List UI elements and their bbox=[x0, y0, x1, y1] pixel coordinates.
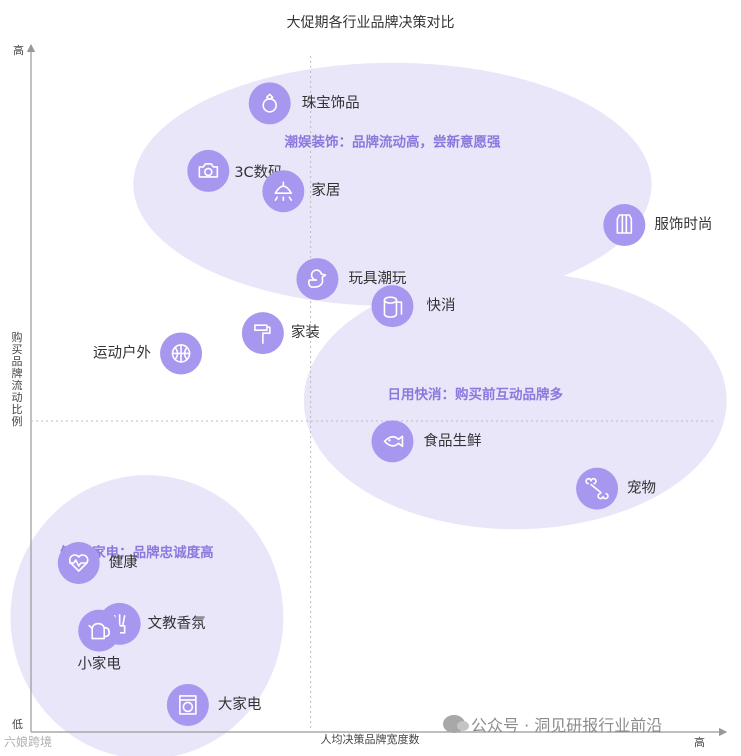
axes-layer bbox=[26, 43, 728, 737]
cluster-ellipse bbox=[303, 272, 727, 530]
duck-icon bbox=[307, 269, 327, 288]
point-marker bbox=[78, 609, 121, 652]
basketball-icon bbox=[171, 344, 191, 363]
point-label: 宠物 bbox=[627, 480, 656, 497]
point-label: 健康 bbox=[109, 554, 138, 571]
point-marker bbox=[371, 420, 414, 463]
data-point: 大家电 bbox=[166, 683, 261, 726]
data-point: 宠物 bbox=[576, 467, 656, 510]
data-point: 家居 bbox=[262, 170, 340, 213]
x-axis-high-label: 高 bbox=[694, 736, 705, 749]
point-marker bbox=[603, 204, 646, 246]
cluster-layer: 潮娱装饰：品牌流动高，尝新意愿强日用快消：购买前互动品牌多健康/家电：品牌忠诚度… bbox=[10, 62, 727, 756]
watermark: 公众号 · 洞见研报行业前沿 bbox=[443, 712, 662, 736]
cluster-ellipse bbox=[133, 62, 652, 307]
point-label: 服饰时尚 bbox=[654, 216, 712, 233]
point-marker bbox=[296, 258, 339, 301]
data-point: 服饰时尚 bbox=[603, 204, 712, 246]
point-label: 大家电 bbox=[218, 696, 261, 713]
cluster-label: 潮娱装饰：品牌流动高，尝新意愿强 bbox=[284, 133, 500, 150]
cluster-label: 日用快消：购买前互动品牌多 bbox=[387, 386, 563, 403]
chart-title: 大促期各行业品牌决策对比 bbox=[286, 15, 455, 31]
origin-label: 低 bbox=[12, 718, 23, 731]
lamp-icon bbox=[274, 181, 293, 201]
point-marker bbox=[166, 683, 209, 726]
point-marker bbox=[371, 285, 414, 328]
paint-roller-icon bbox=[254, 324, 271, 344]
data-point: 运动户外 bbox=[93, 332, 203, 375]
brand-mark: 六娘跨境 bbox=[4, 735, 53, 749]
heart-pulse-icon bbox=[68, 554, 89, 572]
point-label: 家装 bbox=[291, 324, 320, 341]
points-layer: 珠宝饰品3C数码家居服饰时尚玩具潮玩快消家装运动户外食品生鲜宠物健康文教香氛小家… bbox=[57, 82, 712, 726]
data-point: 小家电 bbox=[77, 609, 121, 673]
point-label: 文教香氛 bbox=[148, 615, 206, 632]
kettle-icon bbox=[88, 622, 110, 640]
fish-icon bbox=[383, 435, 404, 448]
y-axis-label: 购买品牌流动比例 bbox=[11, 331, 23, 428]
data-point: 家装 bbox=[241, 312, 320, 355]
point-label: 小家电 bbox=[77, 656, 121, 673]
data-point: 食品生鲜 bbox=[371, 420, 481, 463]
ring-icon bbox=[262, 93, 278, 113]
x-axis-label: 人均决策品牌宽度数 bbox=[320, 733, 420, 746]
data-point: 健康 bbox=[57, 542, 138, 584]
y-axis-high-label: 高 bbox=[13, 44, 24, 57]
point-label: 珠宝饰品 bbox=[302, 94, 360, 111]
point-label: 快消 bbox=[426, 297, 455, 314]
bone-icon bbox=[585, 477, 609, 500]
data-point: 快消 bbox=[371, 285, 455, 328]
point-marker bbox=[248, 82, 291, 125]
point-marker bbox=[57, 542, 100, 584]
point-marker bbox=[262, 170, 305, 213]
data-point: 珠宝饰品 bbox=[248, 82, 360, 125]
washing-machine-icon bbox=[179, 695, 197, 715]
point-label: 玩具潮玩 bbox=[348, 270, 406, 287]
wechat-icon bbox=[443, 715, 469, 733]
point-label: 家居 bbox=[311, 182, 340, 199]
data-point: 玩具潮玩 bbox=[296, 258, 407, 301]
dress-icon bbox=[616, 214, 633, 234]
point-marker bbox=[187, 149, 230, 192]
point-label: 食品生鲜 bbox=[423, 432, 481, 449]
point-label: 运动户外 bbox=[93, 344, 151, 361]
camera-icon bbox=[198, 163, 219, 178]
watermark-text: 公众号 · 洞见研报行业前沿 bbox=[471, 716, 663, 735]
tissue-roll-icon bbox=[383, 296, 403, 318]
